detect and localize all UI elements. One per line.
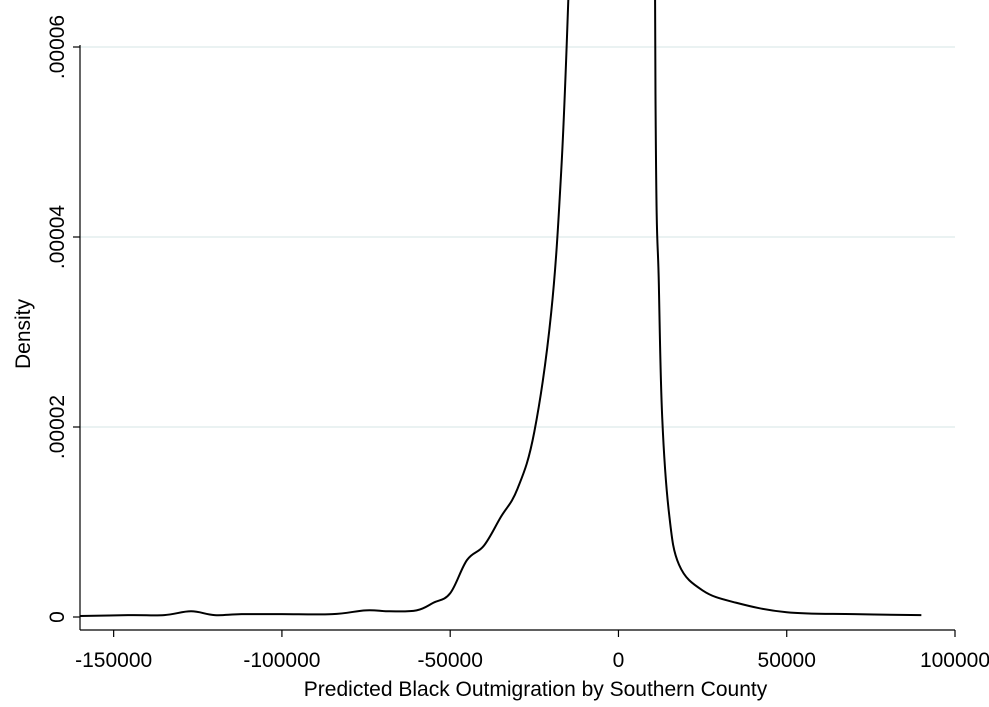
x-tick-label: -50000	[417, 649, 482, 672]
gridlines	[80, 46, 955, 428]
x-tick-label: 0	[613, 649, 625, 672]
density-curve	[79, 0, 922, 618]
y-axis-ticks: 0 .00002 .00004 .00006	[46, 15, 80, 623]
x-axis-ticks: -150000 -100000 -50000 0 50000 100000	[75, 630, 989, 672]
y-tick-label: .00006	[46, 15, 69, 79]
x-tick-label: 50000	[758, 649, 816, 672]
y-tick-label: .00004	[46, 205, 69, 270]
y-axis-title: Density	[12, 298, 35, 369]
curve-layer	[79, 0, 922, 618]
x-axis-title: Predicted Black Outmigration by Southern…	[304, 678, 768, 701]
y-tick-label: .00002	[46, 395, 69, 459]
x-tick-label: -100000	[243, 649, 320, 672]
x-tick-label: 100000	[920, 649, 989, 672]
y-tick-label: 0	[46, 611, 69, 623]
x-tick-label: -150000	[75, 649, 152, 672]
